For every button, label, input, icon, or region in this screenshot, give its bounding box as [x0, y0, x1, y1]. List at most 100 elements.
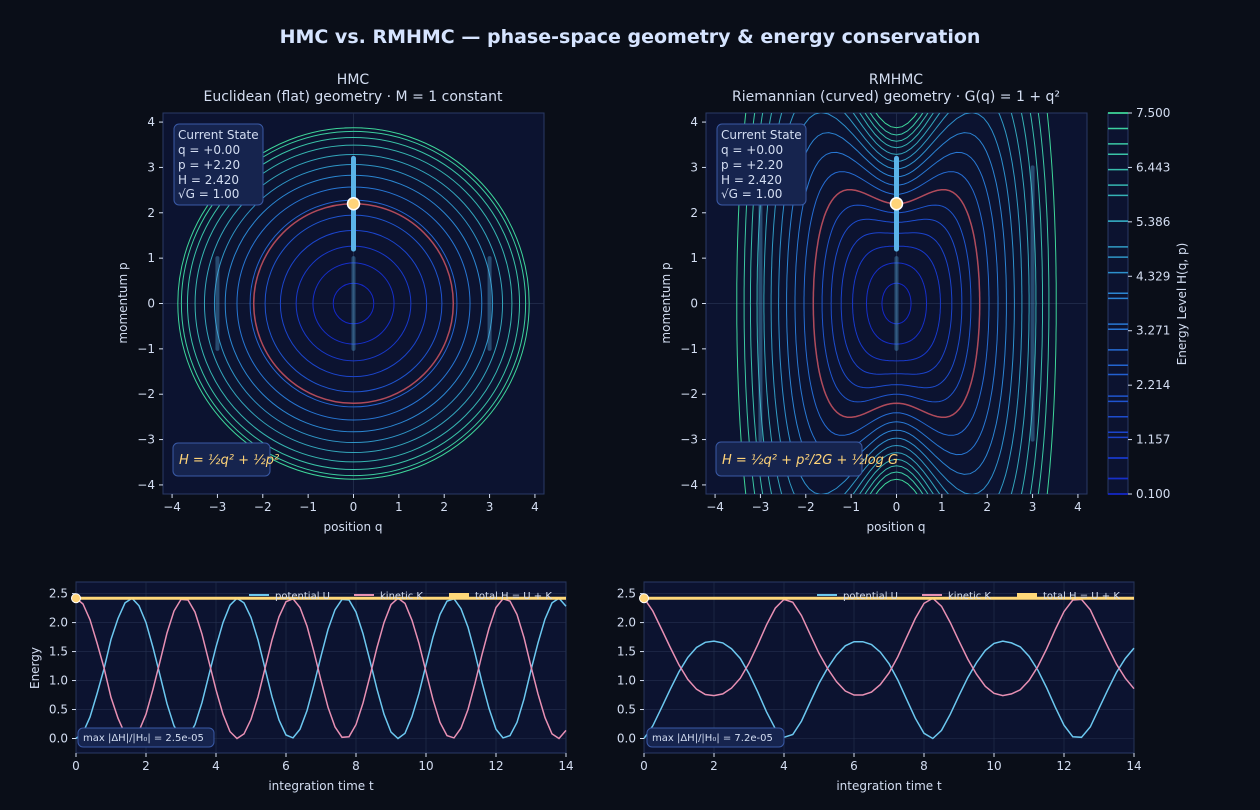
rmhmc-state-line-2: p = +2.20	[721, 158, 783, 172]
energy-3-x-tick-label-4: 8	[920, 759, 928, 773]
phase-1-y-tick-label-7: 3	[690, 160, 698, 174]
rmhmc-state-line-4: √G = 1.00	[721, 187, 782, 201]
phase-0-x-tick-label-3: −1	[299, 500, 317, 514]
energy-3-y-tick-label-2: 1.0	[617, 674, 636, 688]
rmhmc-formula-box: H = ½q² + p²/2G + ½log G	[715, 441, 898, 477]
energy-contour-7	[224, 174, 483, 433]
energy-contour-6	[236, 186, 471, 421]
phase-0-y-tick-label-3: −1	[137, 342, 155, 356]
energy-contour-13	[756, 113, 1037, 494]
energy-contour-0	[332, 282, 375, 325]
potential-line	[643, 640, 1135, 740]
energy-2-x-tick-label-3: 6	[282, 759, 290, 773]
energy-contour-8	[213, 164, 494, 443]
energy-contour-4	[264, 214, 443, 393]
energy-contour-0	[881, 282, 912, 325]
hmc-energy-annotation-frame	[77, 727, 215, 748]
energy-contour-12	[763, 113, 1030, 494]
rmhmc-panel-subtitle: Riemannian (curved) geometry · G(q) = 1 …	[732, 89, 1060, 105]
phase-1-x-tick-label-2: −2	[797, 500, 815, 514]
hmc-panel-subtitle: Euclidean (flat) geometry · M = 1 consta…	[204, 89, 503, 105]
energy-3-x-tick-label-5: 10	[986, 759, 1001, 773]
phase-1-y-tick-label-1: −3	[680, 433, 698, 447]
rmhmc-energy-legend: potential U kinetic K total H = U + K	[817, 591, 1120, 602]
colorbar-tick-label-4: 3.271	[1136, 324, 1170, 338]
phase-1-y-tick-label-3: −1	[680, 342, 698, 356]
energy-3-y-tick-label-3: 1.5	[617, 645, 636, 659]
phase-1-x-tick-label-0: −4	[706, 500, 724, 514]
energy-3-y-tick-label-5: 2.5	[617, 587, 636, 601]
rmhmc-energy-panel: 0 2 4 6 8 10 12 14 0.0 0.5 1.0 1.5 2.0 2.5 potential …	[617, 581, 1142, 793]
figure-title: HMC vs. RMHMC — phase-space geometry & e…	[280, 26, 981, 48]
energy-2-y-tick-label-2: 1.0	[49, 674, 68, 688]
phase-0-x-tick-label-2: −2	[254, 500, 272, 514]
rmhmc-axes: −4 −3 −2 −1 0 1 2 3 4 −4 −3 −2 −1 0 1 2 3 4	[680, 115, 1081, 514]
energy-2-x-tick-label-6: 12	[488, 759, 503, 773]
energy-contour-8	[794, 151, 999, 456]
hmc-energy-panel: 0 2 4 6 8 10 12 14 0.0 0.5 1.0 1.5 2.0 2.5 potential …	[28, 581, 574, 793]
hmc-formula: H = ½q² + ½p²	[179, 453, 279, 468]
energy-2-x-tick-label-0: 0	[72, 759, 80, 773]
energy-contour-11	[770, 113, 1023, 494]
rmhmc-energy-axes: 0 2 4 6 8 10 12 14 0.0 0.5 1.0 1.5 2.0 2.5	[617, 587, 1142, 773]
hmc-formula-box: H = ½q² + ½p²	[172, 442, 279, 477]
hmc-state-line-3: H = 2.420	[178, 173, 239, 187]
hmc-energy-annotation: max |ΔH|/|H₀| = 2.5e-05	[77, 727, 215, 748]
energy-contour-15	[743, 113, 1050, 494]
colorbar-tick-label-0: 7.500	[1136, 106, 1170, 120]
energy-contour-1	[866, 262, 927, 345]
energy-contour-16	[736, 113, 1057, 494]
legend-label-2: total H = U + K	[1043, 591, 1120, 602]
energy-2-x-tick-label-2: 4	[212, 759, 220, 773]
energy-contour-3	[279, 229, 428, 378]
phase-0-x-tick-label-0: −4	[163, 500, 181, 514]
energy-3-x-tick-label-6: 12	[1056, 759, 1071, 773]
hmc-energy-series	[71, 582, 567, 753]
hmc-state-box-frame	[173, 123, 264, 206]
hmc-axes: −4 −3 −2 −1 0 1 2 3 4 −4 −3 −2 −1 0 1 2 3 4	[137, 115, 538, 514]
kinetic-line	[75, 597, 567, 740]
phase-0-y-tick-label-4: 0	[147, 297, 155, 311]
phase-0-x-tick-label-7: 3	[486, 500, 494, 514]
phase-0-x-tick-label-6: 2	[440, 500, 448, 514]
energy-3-x-tick-label-2: 4	[780, 759, 788, 773]
hmc-state-line-2: p = +2.20	[178, 158, 240, 172]
rmhmc-y-label: momentum p	[659, 262, 673, 343]
colorbar-levels	[1108, 112, 1128, 495]
rmhmc-state-box: Current State q = +0.00 p = +2.20 H = 2.…	[716, 123, 807, 206]
energy-2-x-tick-label-7: 14	[558, 759, 573, 773]
phase-0-x-tick-label-5: 1	[395, 500, 403, 514]
phase-1-y-tick-label-8: 4	[690, 115, 698, 129]
colorbar-ticks: 7.500 6.443 5.386 4.329 3.271 2.214 1.157 0.100	[1128, 106, 1170, 501]
hmc-state-box: Current State q = +0.00 p = +2.20 H = 2.…	[173, 123, 264, 206]
rmhmc-energy-plot-area	[643, 581, 1135, 754]
rmhmc-state-line-0: Current State	[721, 128, 802, 142]
phase-0-y-tick-label-8: 4	[147, 115, 155, 129]
rmhmc-panel-title: RMHMC	[869, 72, 923, 88]
energy-contour-3	[840, 232, 953, 375]
legend-label-2: total H = U + K	[475, 591, 552, 602]
contour-group-0	[163, 113, 544, 494]
energy-3-y-tick-label-4: 2.0	[617, 616, 636, 630]
phase-0-x-tick-label-4: 0	[350, 500, 358, 514]
energy-contour-14	[749, 113, 1044, 494]
energy-2-x-tick-label-4: 8	[352, 759, 360, 773]
phase-0-y-tick-label-1: −3	[137, 433, 155, 447]
phase-1-y-tick-label-4: 0	[690, 297, 698, 311]
rmhmc-state-line-3: H = 2.420	[721, 173, 782, 187]
hmc-state-line-4: √G = 1.00	[178, 187, 239, 201]
current-state-marker	[346, 196, 361, 211]
colorbar: 7.500 6.443 5.386 4.329 3.271 2.214 1.157 0.100…	[1107, 106, 1189, 501]
hmc-x-label: position q	[324, 520, 383, 534]
phase-1-x-tick-label-3: −1	[842, 500, 860, 514]
hmc-y-label: momentum p	[116, 262, 130, 343]
phase-1-y-tick-label-0: −4	[680, 478, 698, 492]
current-state-marker	[889, 196, 904, 211]
phase-1-x-tick-label-8: 4	[1074, 500, 1082, 514]
contour-group-1	[706, 113, 1087, 494]
energy-2-y-tick-label-0: 0.0	[49, 732, 68, 746]
energy-contour-5	[249, 199, 458, 408]
hmc-energy-plot-area	[75, 581, 567, 754]
reference-energy-contour	[252, 202, 455, 405]
energy-contour-7	[803, 171, 990, 436]
